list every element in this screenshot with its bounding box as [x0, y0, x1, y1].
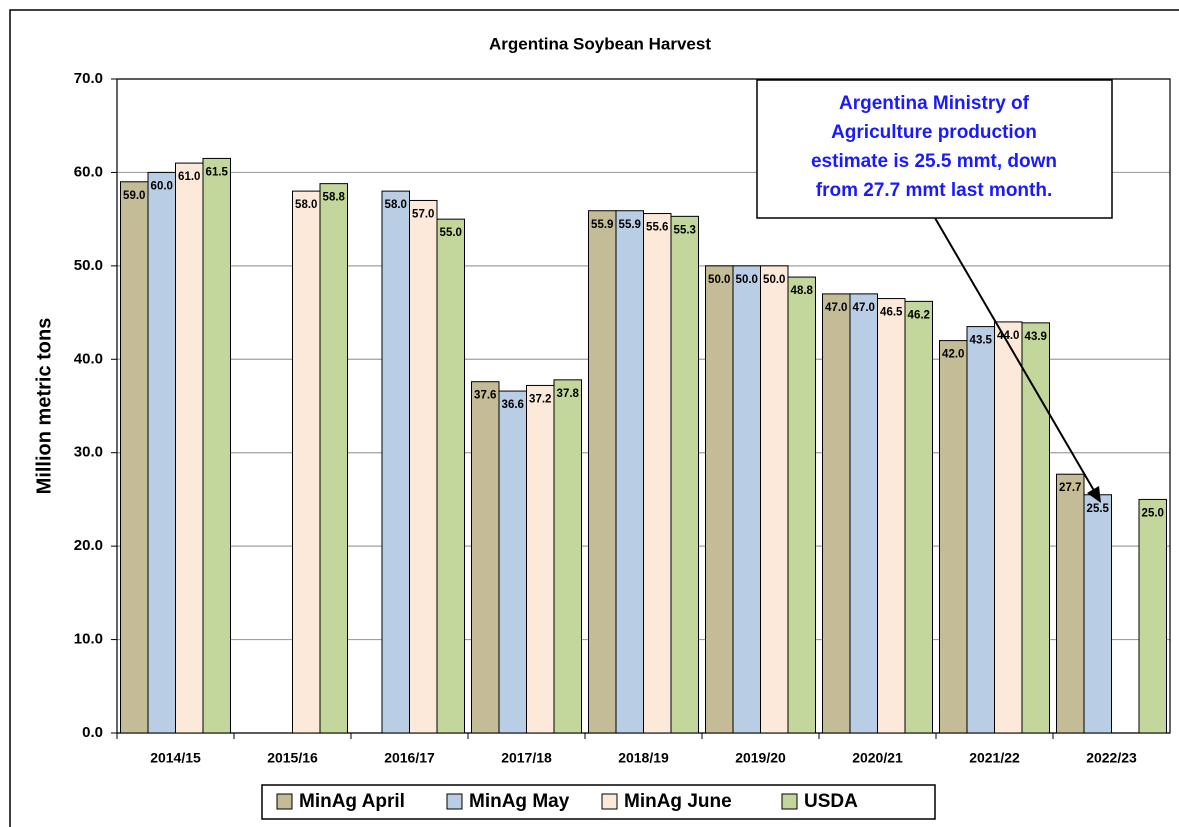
y-tick-label: 10.0 [74, 631, 103, 648]
bar [877, 298, 906, 734]
legend-swatch [781, 793, 798, 810]
bar [553, 379, 582, 734]
bar [498, 390, 527, 734]
x-tick-label: 2021/22 [969, 750, 1020, 766]
y-tick-label: 70.0 [74, 70, 103, 87]
bar [615, 210, 644, 734]
data-label: 60.0 [151, 180, 173, 192]
x-tick-label: 2020/21 [852, 750, 903, 766]
bar [588, 210, 617, 734]
bar [732, 265, 761, 734]
x-tick-label: 2014/15 [150, 750, 201, 766]
legend-swatch [446, 793, 463, 810]
data-label: 59.0 [123, 190, 145, 202]
x-tick-label: 2016/17 [384, 750, 435, 766]
data-label: 36.6 [502, 399, 524, 411]
data-label: 37.2 [529, 393, 551, 405]
annotation-text: Agriculture production [831, 122, 1037, 143]
bar [939, 340, 968, 734]
data-label: 27.7 [1059, 482, 1081, 494]
bar [526, 384, 555, 734]
data-label: 55.6 [646, 222, 668, 234]
legend-label: MinAg April [299, 791, 405, 812]
data-label: 55.9 [619, 219, 641, 231]
bar [471, 381, 500, 734]
data-label: 48.8 [791, 285, 814, 297]
data-label: 58.8 [323, 192, 346, 204]
legend-label: MinAg June [624, 791, 732, 812]
data-label: 58.0 [385, 199, 407, 211]
data-label: 37.6 [474, 390, 496, 402]
x-tick-label: 2019/20 [735, 750, 786, 766]
data-label: 46.2 [908, 309, 930, 321]
bar [409, 199, 438, 734]
data-label: 25.5 [1087, 503, 1110, 515]
arrow-head [1087, 486, 1101, 503]
bar [436, 218, 465, 734]
data-label: 55.9 [591, 219, 613, 231]
data-label: 42.0 [942, 349, 964, 361]
y-tick-label: 20.0 [74, 537, 103, 554]
bar [1138, 498, 1167, 734]
annotation-box [756, 79, 1113, 219]
annotation-arrow [934, 217, 1097, 495]
bar [381, 190, 410, 734]
x-tick-label: 2017/18 [501, 750, 552, 766]
bar [822, 293, 851, 734]
data-label: 55.3 [674, 224, 696, 236]
bar [202, 157, 231, 734]
bar [175, 162, 204, 734]
data-label: 58.0 [295, 199, 317, 211]
bar [120, 181, 149, 734]
bar [760, 265, 789, 734]
data-label: 43.9 [1025, 331, 1047, 343]
data-label: 47.0 [825, 302, 847, 314]
data-label: 50.0 [708, 274, 730, 286]
x-tick-label: 2022/23 [1086, 750, 1137, 766]
bar [1021, 322, 1050, 734]
data-label: 61.5 [206, 166, 229, 178]
y-axis-label: Million metric tons [33, 318, 55, 495]
data-label: 43.5 [970, 335, 993, 347]
data-label: 55.0 [440, 227, 462, 239]
bar [787, 276, 816, 734]
bar [147, 171, 176, 734]
y-tick-label: 30.0 [74, 444, 103, 461]
bar [1056, 473, 1085, 734]
legend-swatch [601, 793, 618, 810]
data-label: 25.0 [1142, 507, 1164, 519]
x-tick-label: 2018/19 [618, 750, 669, 766]
data-label: 57.0 [412, 208, 434, 220]
legend-label: USDA [804, 791, 858, 812]
data-label: 61.0 [178, 171, 200, 183]
data-label: 37.8 [557, 388, 580, 400]
bar [670, 215, 699, 734]
bar [292, 190, 321, 734]
annotation-text: Argentina Ministry of [839, 93, 1030, 114]
y-tick-label: 0.0 [82, 724, 103, 741]
bar [994, 321, 1023, 734]
y-tick-label: 50.0 [74, 257, 103, 274]
legend-swatch [276, 793, 293, 810]
x-tick-label: 2015/16 [267, 750, 318, 766]
data-label: 47.0 [853, 302, 875, 314]
bar [705, 265, 734, 734]
y-tick-label: 60.0 [74, 163, 103, 180]
bar [904, 300, 933, 734]
y-tick-label: 40.0 [74, 350, 103, 367]
annotation-text: from 27.7 mmt last month. [816, 180, 1053, 201]
bar [319, 183, 348, 734]
bar [1083, 494, 1112, 734]
data-label: 50.0 [763, 274, 785, 286]
bar [643, 213, 672, 734]
chart-title: Argentina Soybean Harvest [489, 34, 711, 53]
legend-label: MinAg May [469, 791, 570, 812]
data-label: 46.5 [880, 307, 903, 319]
bar [849, 293, 878, 734]
data-label: 50.0 [736, 274, 758, 286]
annotation-text: estimate is 25.5 mmt, down [811, 151, 1057, 172]
legend-box [261, 784, 936, 820]
bar [966, 326, 995, 734]
